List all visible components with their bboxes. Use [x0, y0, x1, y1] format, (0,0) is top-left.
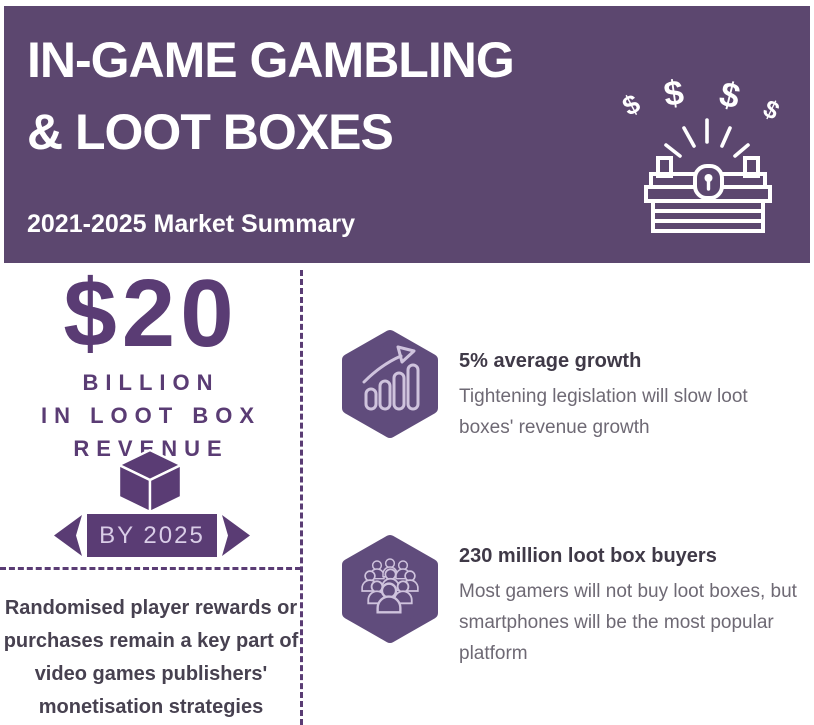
left-note-line: video games publishers': [34, 663, 268, 685]
stat-body-line: Tightening legislation will slow loot: [459, 386, 748, 407]
stat-body-line: smartphones will be the most popular: [459, 612, 774, 633]
horizontal-dashed-divider: [0, 567, 301, 570]
treasure-chest-icon: [644, 118, 772, 233]
loot-box-cube-icon: [117, 448, 183, 514]
stat-body-line: boxes' revenue growth: [459, 417, 650, 438]
stat-heading: 230 million loot box buyers: [459, 545, 717, 567]
header-band: IN-GAME GAMBLING & LOOT BOXES 2021-2025 …: [4, 6, 810, 263]
stat-body: Tightening legislation will slow loot bo…: [459, 381, 809, 443]
dollar-sign-icon: $: [617, 88, 645, 122]
growth-chart-icon: [342, 330, 438, 438]
revenue-label-line: BILLION: [82, 370, 220, 395]
revenue-amount: $20: [63, 260, 239, 367]
stat-body-line: platform: [459, 643, 528, 664]
stat-body-line: Most gamers will not buy loot boxes, but: [459, 581, 797, 602]
left-note-line: Randomised player rewards or: [4, 597, 298, 619]
by-2025-banner: BY 2025: [54, 514, 250, 557]
left-note: Randomised player rewards or purchases r…: [2, 592, 300, 724]
revenue-label-line: IN LOOT BOX: [41, 403, 261, 428]
stat-heading: 5% average growth: [459, 350, 642, 372]
vertical-dashed-divider: [300, 270, 303, 725]
banner-label: BY 2025: [99, 522, 205, 549]
stat-item: 5% average growth Tightening legislation…: [459, 348, 809, 443]
revenue-label: BILLION IN LOOT BOX REVENUE: [0, 366, 302, 465]
crowd-icon: [342, 535, 438, 643]
sparkle-rays-icon: [664, 118, 750, 158]
page-title-line1: IN-GAME GAMBLING: [27, 32, 515, 88]
left-note-line: purchases remain a key part of: [3, 630, 299, 652]
page-title: IN-GAME GAMBLING & LOOT BOXES: [27, 24, 515, 168]
stat-item: 230 million loot box buyers Most gamers …: [459, 543, 809, 669]
page-subtitle: 2021-2025 Market Summary: [27, 210, 355, 238]
stat-body: Most gamers will not buy loot boxes, but…: [459, 576, 809, 669]
page-title-line2: & LOOT BOXES: [27, 104, 394, 160]
left-note-line: monetisation strategies: [38, 696, 264, 718]
